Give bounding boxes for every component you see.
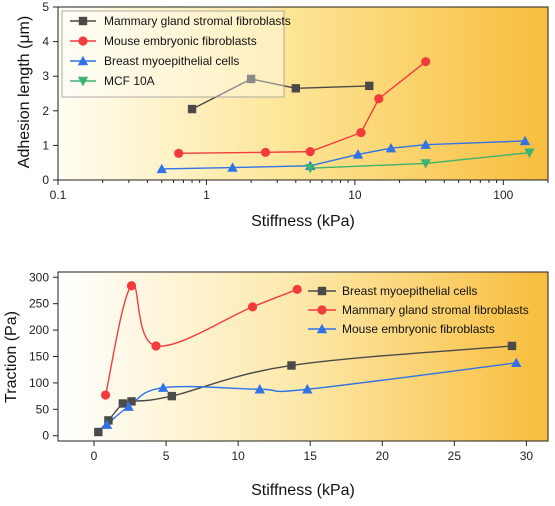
data-point <box>421 57 431 67</box>
data-point <box>118 399 128 408</box>
data-point <box>385 142 397 153</box>
data-point <box>158 382 169 392</box>
legend-marker <box>317 286 327 296</box>
x-tick-label: 1 <box>203 188 210 202</box>
data-point <box>420 159 431 169</box>
traction-chart: 0 5 10 15 20 25 30 0 50 100 150 200 250 300 Stiffnes… <box>3 270 549 499</box>
plot2-legend-symbols <box>308 286 336 334</box>
x-tick-label: 100 <box>493 188 513 202</box>
x-tick-label: 0.1 <box>50 188 67 202</box>
plot1-marks <box>156 57 535 174</box>
y-tick-label: 250 <box>29 297 49 311</box>
data-point <box>104 416 113 425</box>
y-tick-label: 5 <box>42 0 49 14</box>
y-tick-label: 4 <box>42 35 49 49</box>
data-point <box>302 384 313 394</box>
plot1-legend-label: Mammary gland stromal fibroblasts <box>104 14 291 28</box>
plot1-x-axis-title: Stiffness (kPa) <box>251 213 355 230</box>
legend-marker <box>77 55 89 66</box>
plot2-y-ticks: 0 50 100 150 200 250 300 <box>29 270 58 443</box>
legend-marker <box>316 323 328 334</box>
y-tick-label: 50 <box>36 402 50 416</box>
data-point <box>127 397 136 406</box>
x-tick-label: 30 <box>520 449 534 463</box>
y-tick-label: 0 <box>42 429 49 443</box>
data-point <box>305 147 315 157</box>
plot2-marks <box>94 281 522 437</box>
data-point <box>151 341 161 351</box>
data-point <box>356 127 366 138</box>
data-point <box>374 94 384 104</box>
data-point <box>94 427 103 437</box>
data-point <box>365 81 374 91</box>
x-tick-label: 5 <box>163 449 170 463</box>
y-tick-label: 2 <box>42 104 49 118</box>
data-point <box>292 284 302 295</box>
x-tick-label: 15 <box>304 449 318 463</box>
y-tick-label: 1 <box>42 138 49 152</box>
data-point <box>123 401 134 411</box>
y-tick-label: 200 <box>29 323 49 337</box>
x-tick-label: 10 <box>231 449 245 463</box>
plot1-frame <box>57 6 549 181</box>
plot2-x-axis-title: Stiffness (kPa) <box>251 482 355 499</box>
plot1-legend-box <box>61 10 285 98</box>
x-tick-label: 25 <box>448 449 462 463</box>
legend-marker <box>78 36 88 46</box>
data-point <box>246 74 256 84</box>
plot2-frame <box>57 271 549 442</box>
data-point <box>511 357 522 368</box>
plot1-y-axis-title: Adhesion length (μm) <box>16 16 33 168</box>
y-tick-label: 300 <box>29 270 49 284</box>
data-point <box>187 104 197 114</box>
plot2-legend-label: Breast myoepithelial cells <box>342 284 477 298</box>
plot2-legend: Breast myoepithelial cells Mammary gland… <box>308 284 529 336</box>
legend-marker <box>317 305 327 315</box>
plot2-legend-label: Mammary gland stromal fibroblasts <box>342 303 529 317</box>
y-tick-label: 0 <box>42 173 49 187</box>
data-point <box>507 341 517 351</box>
plot2-x-ticks: 0 5 10 15 20 25 30 <box>91 441 534 463</box>
series-line <box>191 78 370 110</box>
data-point <box>156 163 167 174</box>
plot1-legend-symbols <box>70 16 96 87</box>
data-point <box>174 148 184 158</box>
plot1-legend-label: Breast myoepithelial cells <box>104 54 239 68</box>
data-point <box>519 135 531 146</box>
data-point <box>247 302 258 312</box>
plot2-legend-label: Mouse embryonic fibroblasts <box>342 322 495 336</box>
data-point <box>101 419 113 429</box>
y-tick-label: 100 <box>29 376 49 390</box>
data-point <box>260 147 271 157</box>
legend-marker <box>78 16 88 26</box>
data-point <box>352 149 364 159</box>
data-point <box>420 139 431 149</box>
plot2-background <box>58 272 548 441</box>
plot1-legend: Mammary gland stromal fibroblasts Mouse … <box>61 10 291 98</box>
data-point <box>254 384 265 394</box>
x-tick-label: 20 <box>376 449 390 463</box>
data-point <box>304 164 316 174</box>
data-point <box>287 361 296 370</box>
plot2-y-axis-title: Traction (Pa) <box>3 311 20 403</box>
data-point <box>167 391 177 401</box>
legend-marker <box>77 76 89 87</box>
series-line <box>178 61 427 155</box>
data-point <box>126 281 137 291</box>
y-tick-label: 150 <box>29 350 49 364</box>
data-point <box>291 84 301 93</box>
x-tick-label: 0 <box>91 449 98 463</box>
data-point <box>524 148 535 158</box>
plot1-y-ticks: 0 1 2 3 4 5 <box>42 0 58 187</box>
x-tick-label: 10 <box>348 188 362 202</box>
plot1-x-ticks: 0.1 1 10 100 <box>50 180 549 202</box>
adhesion-chart: 0.1 1 10 100 0 1 2 3 4 5 Stiffness (kPa) Adhesio… <box>16 0 549 230</box>
data-point <box>100 390 111 400</box>
plot1-legend-label: MCF 10A <box>104 74 155 88</box>
y-tick-label: 3 <box>42 69 49 83</box>
data-point <box>227 162 238 172</box>
plot1-legend-label: Mouse embryonic fibroblasts <box>104 34 257 48</box>
